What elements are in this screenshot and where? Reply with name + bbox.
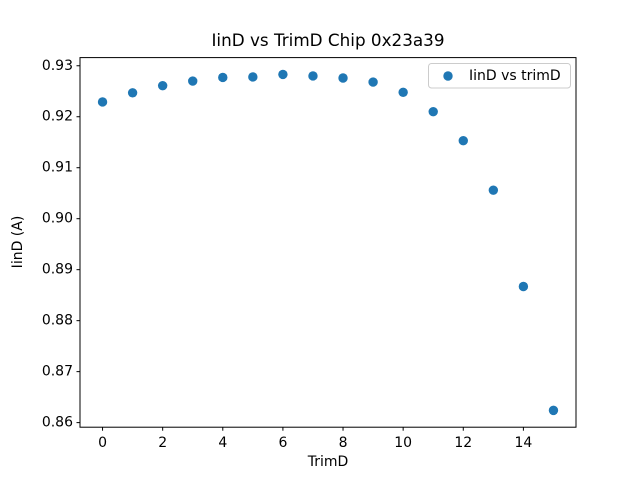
scatter-series	[97, 69, 559, 416]
legend: IinD vs trimD	[428, 63, 571, 89]
x-axis-ticks: 0 2 4 6 8 10 12 14	[98, 427, 532, 451]
y-tick-label: 0.86	[42, 415, 73, 431]
y-tick-label: 0.92	[42, 109, 73, 125]
scatter-point	[308, 71, 318, 81]
scatter-point	[157, 80, 168, 91]
scatter-point	[518, 281, 529, 292]
y-axis-ticks: 0.86 0.87 0.88 0.89 0.90 0.91 0.92 0.93	[42, 58, 80, 431]
scatter-point	[488, 185, 499, 195]
y-tick-label: 0.90	[42, 211, 73, 227]
scatter-point	[368, 77, 378, 87]
legend-box	[428, 63, 571, 89]
x-tick-label: 6	[278, 435, 287, 451]
y-tick-label: 0.89	[42, 262, 73, 278]
scatter-point	[278, 69, 288, 80]
plot-area-border	[79, 57, 577, 428]
x-tick-label: 0	[98, 435, 107, 451]
legend-entry-label: IinD vs trimD	[469, 68, 561, 84]
x-tick-label: 4	[218, 435, 227, 451]
y-axis-label: IinD (A)	[10, 216, 26, 269]
x-tick-label: 12	[454, 435, 472, 451]
scatter-point	[548, 405, 559, 416]
scatter-point	[188, 76, 198, 86]
x-axis-label: TrimD	[307, 454, 349, 470]
legend-marker-icon	[443, 71, 453, 81]
scatter-point	[458, 135, 468, 146]
scatter-point	[97, 97, 108, 107]
chart-title: IinD vs TrimD Chip 0x23a39	[211, 30, 444, 50]
y-tick-label: 0.93	[42, 58, 73, 74]
x-tick-label: 10	[394, 435, 412, 451]
y-tick-label: 0.88	[42, 313, 73, 329]
scatter-point	[248, 72, 258, 82]
scatter-point	[398, 87, 408, 97]
x-tick-label: 2	[158, 435, 167, 451]
x-tick-label: 8	[339, 435, 348, 451]
scatter-point	[338, 73, 348, 83]
x-tick-label: 14	[514, 435, 532, 451]
y-tick-label: 0.87	[42, 364, 73, 380]
scatter-point	[428, 106, 438, 117]
scatter-point	[218, 72, 228, 83]
scatter-point	[127, 88, 138, 98]
y-tick-label: 0.91	[42, 160, 73, 176]
